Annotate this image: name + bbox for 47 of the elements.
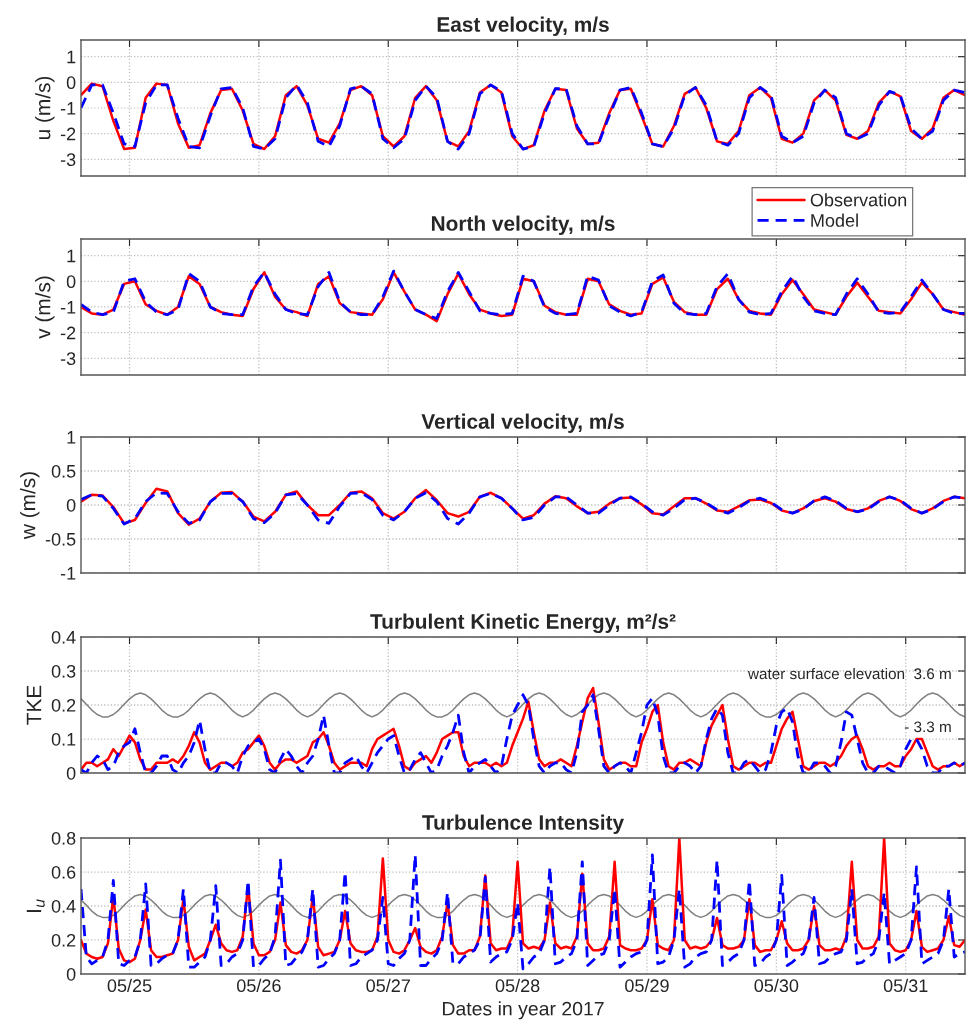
y-tick-label: -3 bbox=[60, 352, 76, 366]
x-tick-label: 05/25 bbox=[107, 978, 152, 993]
y-tick-label: 0.4 bbox=[51, 899, 76, 913]
y-axis-title: w (m/s) bbox=[20, 472, 40, 540]
y-tick-label: 1 bbox=[67, 50, 76, 64]
y-tick-label: 0.3 bbox=[51, 664, 76, 678]
chart-title: Turbulence Intensity bbox=[422, 814, 624, 834]
y-axis-title: I$_{u}$ bbox=[26, 899, 45, 912]
chart-title: Vertical velocity, m/s bbox=[421, 413, 624, 433]
x-tick-label: 05/26 bbox=[236, 978, 281, 993]
legend-label: Observation bbox=[810, 193, 907, 207]
x-tick-label: 05/30 bbox=[754, 978, 799, 993]
y-tick-label: 0.1 bbox=[51, 732, 76, 746]
y-axis-title: u (m/s) bbox=[35, 76, 55, 140]
annotation: - 3.3 m bbox=[904, 721, 951, 733]
y-tick-label: -1 bbox=[60, 567, 76, 580]
y-tick-label: 0 bbox=[66, 76, 76, 90]
legend-label: Model bbox=[811, 213, 858, 227]
y-axis-title: TKE bbox=[26, 685, 42, 725]
y-tick-label: 0.6 bbox=[51, 865, 76, 879]
y-tick-label: -2 bbox=[60, 127, 76, 141]
x-axis-title: Dates in year 2017 bbox=[442, 1001, 604, 1020]
y-tick-label: -0.5 bbox=[45, 532, 76, 546]
y-tick-label: 1 bbox=[67, 431, 76, 444]
chart-title: North velocity, m/s bbox=[431, 215, 615, 235]
y-tick-label: -2 bbox=[60, 326, 76, 340]
y-tick-label: 1 bbox=[67, 249, 76, 263]
y-tick-label: -3 bbox=[60, 153, 76, 167]
y-tick-label: 0 bbox=[66, 766, 76, 780]
y-tick-label: 0.4 bbox=[51, 630, 76, 644]
y-tick-label: 0.2 bbox=[51, 698, 76, 712]
y-tick-label: 0 bbox=[66, 275, 76, 289]
annotation: water surface elevation 3.6 m bbox=[747, 667, 951, 680]
y-tick-label: 0.5 bbox=[51, 464, 76, 478]
y-tick-label: -1 bbox=[60, 301, 76, 314]
y-tick-label: 0.8 bbox=[51, 831, 76, 845]
y-axis-title: v (m/s) bbox=[35, 276, 55, 339]
y-tick-label: 0.2 bbox=[51, 933, 76, 947]
x-tick-label: 05/31 bbox=[883, 978, 928, 993]
y-tick-label: 0 bbox=[66, 498, 76, 512]
y-tick-label: -1 bbox=[60, 102, 76, 115]
x-tick-label: 05/27 bbox=[366, 978, 410, 993]
chart-title: East velocity, m/s bbox=[437, 16, 609, 36]
x-tick-label: 05/29 bbox=[625, 978, 669, 993]
x-tick-label: 05/28 bbox=[495, 978, 540, 993]
chart-title: Turbulent Kinetic Energy, m²/s² bbox=[370, 613, 676, 634]
y-tick-label: 0 bbox=[66, 967, 76, 981]
